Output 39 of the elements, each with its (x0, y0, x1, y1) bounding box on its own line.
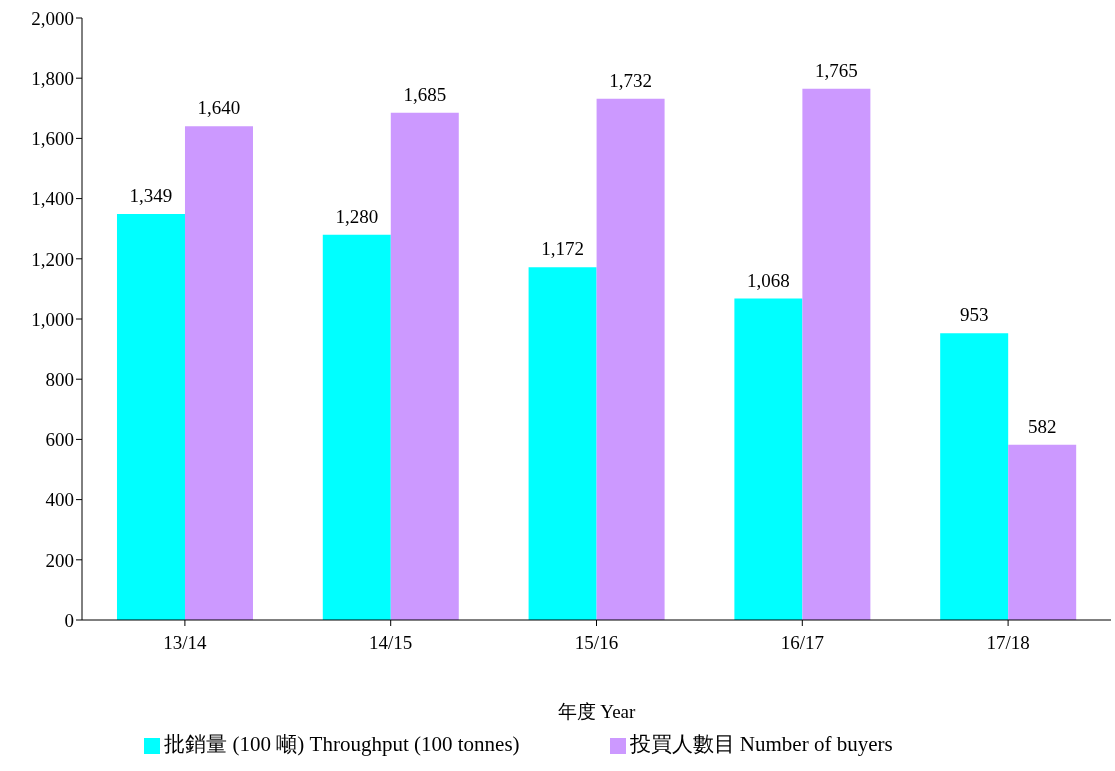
x-axis-title: 年度 Year (557, 701, 637, 722)
x-tick-label: 14/15 (369, 632, 413, 654)
bar (1008, 444, 1077, 620)
y-tick-label: 1,000 (31, 308, 74, 330)
y-tick-label: 600 (45, 429, 74, 451)
y-tick-label: 1,600 (31, 128, 74, 150)
y-tick-label: 200 (45, 549, 74, 571)
data-label: 1,685 (403, 83, 447, 105)
data-label: 1,349 (129, 184, 173, 206)
y-tick-label: 1,800 (31, 67, 74, 89)
bar (322, 234, 391, 620)
bar (940, 333, 1009, 620)
bar (734, 298, 803, 620)
data-label: 582 (1027, 415, 1057, 437)
legend-label: 批銷量 (100 噸) Throughput (100 tonnes) (164, 732, 520, 756)
x-tick-label: 17/18 (986, 632, 1030, 654)
data-label: 953 (959, 304, 989, 326)
bar (596, 98, 665, 620)
data-label: 1,765 (815, 59, 858, 81)
data-label: 1,640 (197, 97, 241, 119)
x-tick-label: 13/14 (163, 632, 208, 654)
bar (390, 112, 459, 620)
y-tick-label: 0 (64, 609, 74, 631)
data-label: 1,172 (541, 238, 584, 260)
y-tick-label: 2,000 (31, 7, 74, 29)
y-tick-label: 1,400 (31, 188, 74, 210)
y-tick-label: 800 (45, 368, 74, 390)
bar (528, 267, 597, 620)
data-label: 1,280 (335, 205, 379, 227)
data-label: 1,068 (747, 269, 790, 291)
y-tick-label: 1,200 (31, 248, 74, 270)
x-tick-label: 15/16 (574, 632, 619, 654)
bar (184, 126, 253, 620)
legend-label: 投買人數目 Number of buyers (629, 732, 893, 756)
bar (116, 213, 185, 620)
x-tick-label: 16/17 (780, 632, 824, 654)
data-label: 1,732 (609, 69, 652, 91)
y-tick-label: 400 (45, 489, 74, 511)
bar (802, 88, 871, 620)
